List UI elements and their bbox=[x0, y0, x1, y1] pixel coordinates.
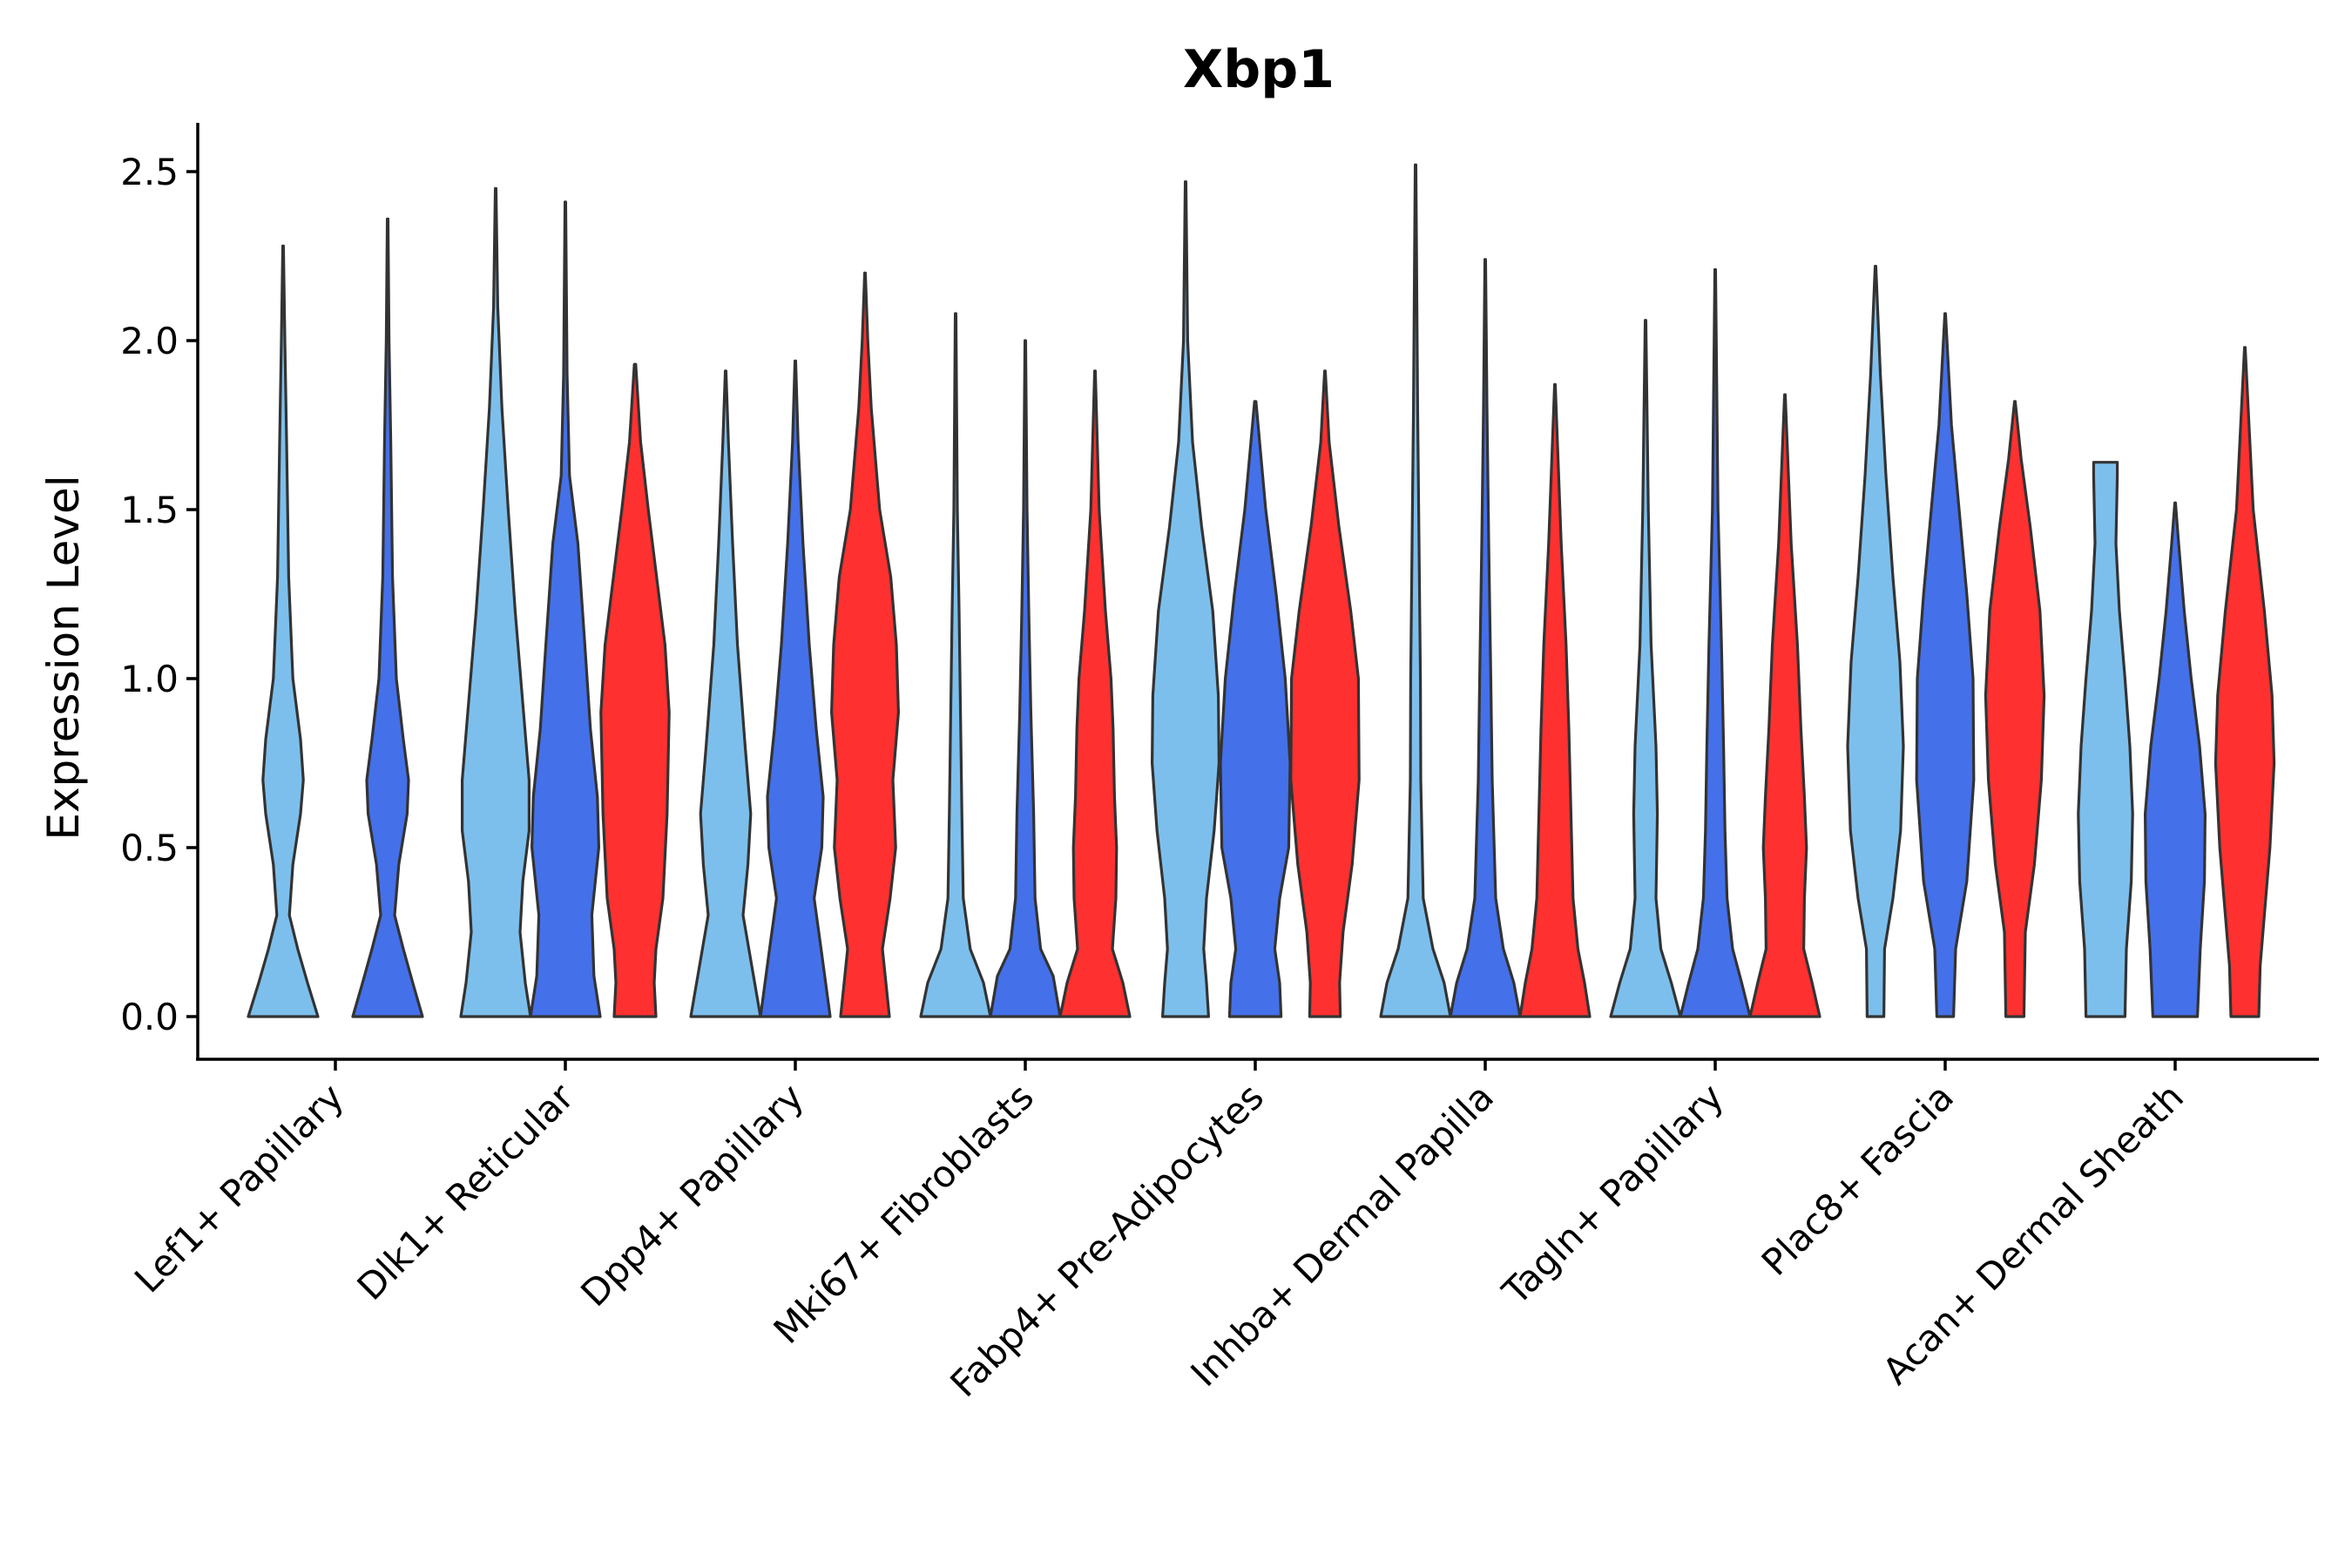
violin-7-2 bbox=[1679, 267, 1752, 1018]
violin-9-1 bbox=[2077, 461, 2134, 1018]
violin-6-3 bbox=[1518, 382, 1592, 1018]
x-tick-label: Tagln+ Papillary bbox=[1494, 1075, 1732, 1313]
x-tick-label: Dlk1+ Reticular bbox=[349, 1075, 583, 1308]
violin-4-1 bbox=[919, 312, 992, 1018]
violin-5-2 bbox=[1219, 400, 1292, 1018]
x-tick-label: Plac8+ Fascia bbox=[1754, 1075, 1962, 1283]
violin-6-2 bbox=[1449, 258, 1522, 1018]
violin-8-1 bbox=[1846, 265, 1905, 1018]
violin-7-3 bbox=[1748, 393, 1821, 1018]
violin-2-2 bbox=[529, 200, 602, 1018]
y-tick-label: 2.0 bbox=[120, 320, 179, 362]
violin-3-1 bbox=[689, 369, 762, 1018]
y-tick-label: 1.0 bbox=[120, 658, 179, 700]
y-tick-label: 1.5 bbox=[120, 489, 179, 531]
violin-7-1 bbox=[1609, 319, 1682, 1018]
violin-4-2 bbox=[989, 339, 1062, 1018]
violin-1-2 bbox=[351, 217, 424, 1018]
chart-title: Xbp1 bbox=[1183, 39, 1335, 100]
violin-3-3 bbox=[830, 271, 900, 1018]
violin-9-2 bbox=[2144, 501, 2207, 1018]
y-tick-label: 0.0 bbox=[120, 996, 179, 1038]
violin-6-1 bbox=[1379, 163, 1452, 1018]
violin-2-1 bbox=[459, 186, 532, 1018]
violin-2-3 bbox=[599, 362, 671, 1018]
violin-9-3 bbox=[2213, 346, 2276, 1018]
violin-8-2 bbox=[1915, 312, 1976, 1018]
violins-layer bbox=[247, 163, 2276, 1018]
violin-1-1 bbox=[247, 244, 320, 1018]
x-tick-label: Dpp4+ Papillary bbox=[572, 1075, 812, 1315]
y-tick-label: 2.5 bbox=[120, 151, 179, 193]
x-tick-label: Lef1+ Papillary bbox=[126, 1075, 352, 1301]
y-axis-label: Expression Level bbox=[38, 475, 89, 840]
y-axis: 0.0 0.5 1.0 1.5 2.0 2.5 bbox=[120, 123, 199, 1059]
y-tick-label: 0.5 bbox=[120, 827, 179, 869]
violin-4-3 bbox=[1058, 369, 1132, 1018]
x-tick-label: Mki67+ Fibroblasts bbox=[766, 1075, 1042, 1351]
violin-8-3 bbox=[1984, 400, 2046, 1018]
violin-5-1 bbox=[1151, 180, 1220, 1018]
violin-3-2 bbox=[759, 359, 832, 1018]
violin-5-3 bbox=[1289, 369, 1361, 1018]
